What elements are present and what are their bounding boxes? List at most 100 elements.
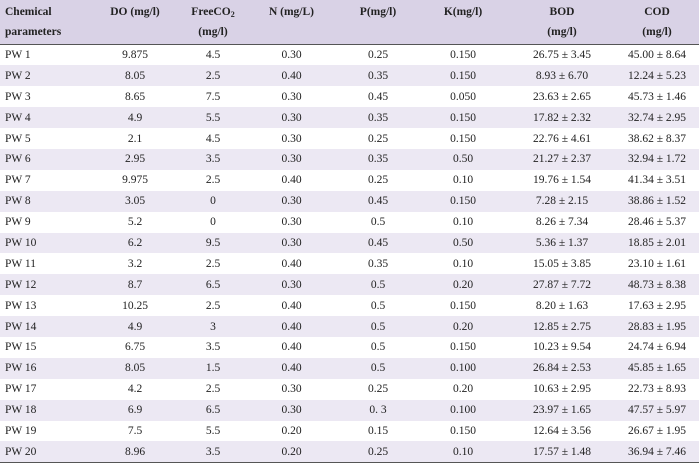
cell-free-co2: 4.5 [205,49,221,62]
cell-do: 9.875 [122,49,148,62]
cell-do: 4.9 [127,111,143,124]
cell-site: PW 3 [5,90,31,103]
cell-site: PW 4 [5,111,31,124]
cell-k: 0.150 [450,69,476,82]
cell-site: PW 18 [5,404,37,417]
cell-cod: 22.73 ± 8.93 [627,383,687,396]
cell-k: 0.150 [450,49,476,62]
cell-free-co2: 2.5 [205,299,221,312]
cell-free-co2: 0 [210,195,216,208]
cell-k: 0.10 [452,174,474,187]
table-row: PW 2 8.05 2.5 0.40 0.35 0.150 8.93 ± 6.70 12.24… [0,65,699,87]
cell-p: 0.45 [367,195,389,208]
cell-cod: 41.34 ± 3.51 [627,174,687,187]
cell-n: 0.30 [281,111,302,124]
cell-k: 0.20 [452,320,474,333]
cell-k: 0.050 [450,90,476,103]
cell-do: 2.95 [124,153,146,166]
cell-do: 8.65 [124,90,146,103]
cell-free-co2: 7.5 [205,90,221,103]
cell-k: 0.10 [452,216,474,229]
table-row: PW 9 5.2 0 0.30 0.5 0.10 8.26 ± 7.34 28.46 ± 5.… [0,211,699,233]
cell-do: 4.2 [127,383,143,396]
cell-p: 0.5 [370,278,386,291]
cell-k: 0.150 [450,195,476,208]
cell-bod: 17.57 ± 1.48 [532,445,592,458]
cell-do: 4.9 [127,320,143,333]
cell-cod: 28.46 ± 5.37 [627,216,687,229]
cell-cod: 38.86 ± 1.52 [627,195,687,208]
cell-p: 0.5 [370,216,386,229]
cell-bod: 12.85 ± 2.75 [532,320,592,333]
cell-cod: 32.74 ± 2.95 [627,111,687,124]
cell-n: 0.20 [281,424,302,437]
cell-n: 0.40 [281,341,302,354]
cell-free-co2: 5.5 [205,424,221,437]
cell-p: 0.45 [367,90,389,103]
cell-bod: 22.76 ± 4.61 [532,132,592,145]
cell-bod: 17.82 ± 2.32 [532,111,592,124]
cell-n: 0.20 [281,445,302,458]
header-n-line2 [244,25,339,45]
cell-n: 0.30 [281,404,302,417]
cell-do: 8.05 [124,362,146,375]
cell-site: PW 20 [5,445,37,458]
cell-free-co2: 2.5 [205,174,221,187]
cell-site: PW 2 [5,69,31,82]
header-cod-unit: (mg/l) [642,26,672,38]
table-row: PW 12 8.7 6.5 0.30 0.5 0.20 27.87 ± 7.72 48.73 … [0,274,699,296]
table-row: PW 19 7.5 5.5 0.20 0.15 0.150 12.64 ± 3.56 26.6… [0,420,699,442]
cell-bod: 19.76 ± 1.54 [532,174,592,187]
cell-bod: 21.27 ± 2.37 [532,153,592,166]
cell-p: 0.25 [367,445,389,458]
header-chemical-parameters: Chemical [5,6,52,18]
cell-cod: 45.85 ± 1.65 [627,362,687,375]
cell-site: PW 12 [5,278,37,291]
cell-n: 0.30 [281,278,302,291]
header-n: N (mg/L) [268,6,315,18]
cell-cod: 47.57 ± 5.97 [627,404,687,417]
cell-site: PW 19 [5,424,37,437]
cell-bod: 8.20 ± 1.63 [535,299,589,312]
cell-site: PW 17 [5,383,37,396]
cell-n: 0.40 [281,299,302,312]
cell-p: 0.25 [367,49,389,62]
header-free-co2-unit: (mg/l) [198,26,228,38]
cell-bod: 5.36 ± 1.37 [535,236,589,249]
table-row: PW 13 10.25 2.5 0.40 0.5 0.150 8.20 ± 1.63 17.6… [0,295,699,317]
cell-do: 2.1 [127,132,143,145]
cell-p: 0.35 [367,111,389,124]
cell-cod: 32.94 ± 1.72 [627,153,687,166]
table-row: PW 4 4.9 5.5 0.30 0.35 0.150 17.82 ± 2.32 32.74… [0,107,699,129]
cell-n: 0.30 [281,383,302,396]
table-row: PW 20 8.96 3.5 0.20 0.25 0.10 17.57 ± 1.48 36.9… [0,441,699,463]
cell-site: PW 14 [5,320,37,333]
cell-free-co2: 2.5 [205,69,221,82]
cell-p: 0.5 [370,362,386,375]
cell-free-co2: 3.5 [205,341,221,354]
cell-site: PW 10 [5,236,37,249]
cell-cod: 26.67 ± 1.95 [627,424,687,437]
cell-do: 5.2 [127,216,143,229]
header-cod: COD [644,6,670,18]
header-p: P(mg/l) [359,6,397,18]
table-row: PW 8 3.05 0 0.30 0.45 0.150 7.28 ± 2.15 38.86 ±… [0,190,699,212]
cell-site: PW 9 [5,216,31,229]
table-row: PW 18 6.9 6.5 0.30 0. 3 0.100 23.97 ± 1.65 47.5… [0,399,699,421]
table-row: PW 14 4.9 3 0.40 0.5 0.20 12.85 ± 2.75 28.83 ± … [0,316,699,337]
table-row: PW 17 4.2 2.5 0.30 0.25 0.20 10.63 ± 2.95 22.73… [0,378,699,400]
cell-cod: 23.10 ± 1.61 [627,257,687,270]
cell-p: 0.5 [370,320,386,333]
cell-cod: 18.85 ± 2.01 [627,236,687,249]
cell-site: PW 15 [5,341,37,354]
cell-do: 7.5 [127,424,143,437]
cell-site: PW 6 [5,153,31,166]
cell-bod: 12.64 ± 3.56 [532,424,592,437]
cell-free-co2: 4.5 [205,132,221,145]
cell-n: 0.30 [281,236,302,249]
header-k: K(mg/l) [443,6,483,18]
table-row: PW 1 9.875 4.5 0.30 0.25 0.150 26.75 ± 3.45 45.… [0,44,699,66]
cell-bod: 10.23 ± 9.54 [532,341,592,354]
table-row: PW 11 3.2 2.5 0.40 0.35 0.10 15.05 ± 3.85 23.10… [0,253,699,275]
